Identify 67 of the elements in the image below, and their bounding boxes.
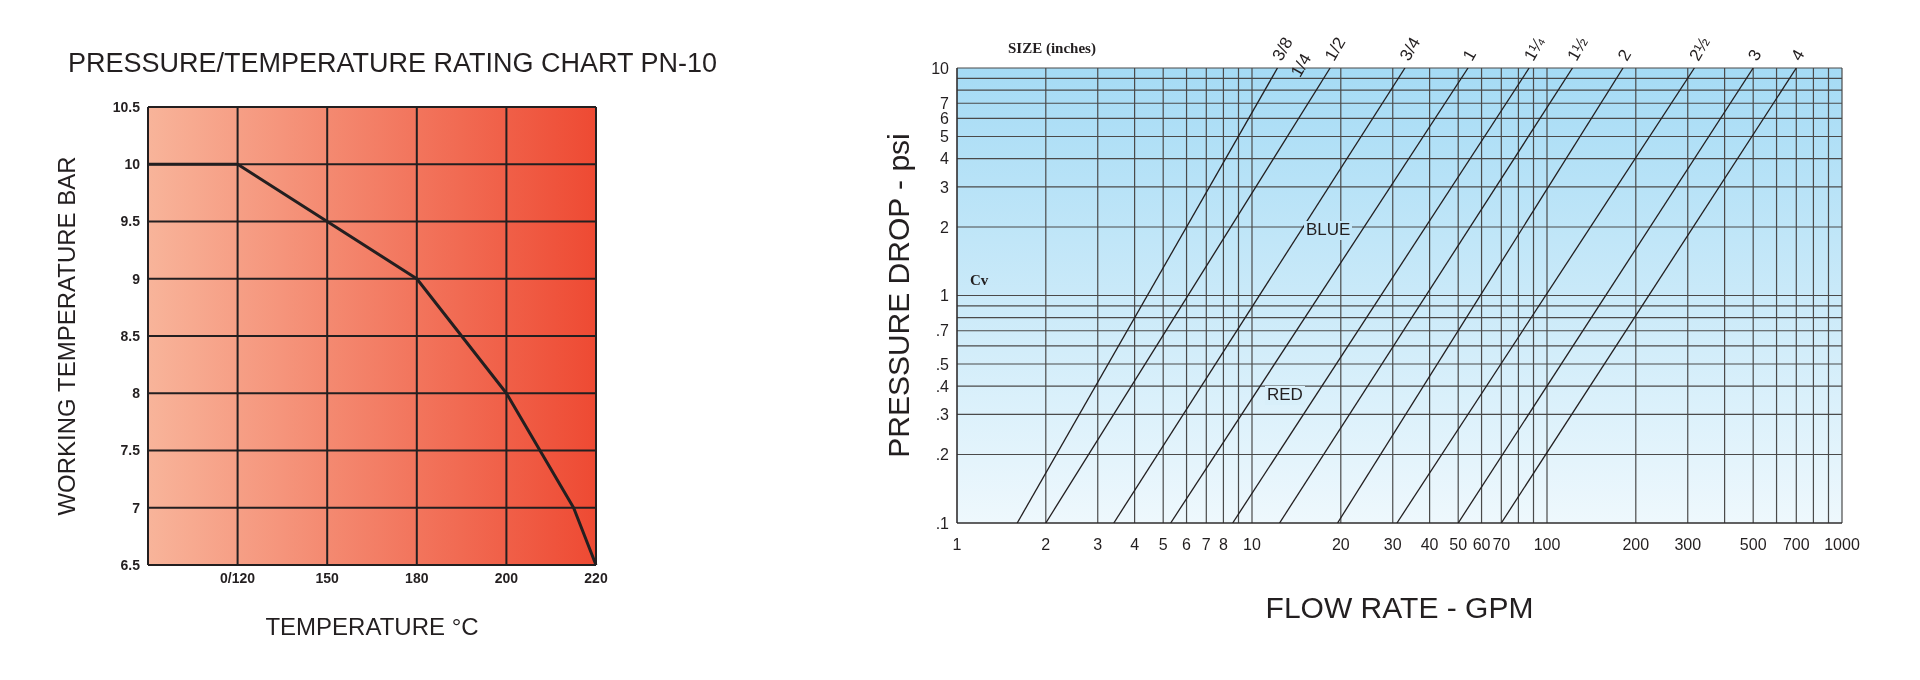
y-tick-label: 8 [132, 385, 141, 402]
x-tick-label: 70 [1492, 536, 1511, 554]
x-tick-label: 2 [1041, 536, 1051, 554]
x-tick-label: 220 [584, 569, 608, 586]
x-axis-title: TEMPERATURE °C [265, 613, 479, 640]
annotation: BLUE [1304, 220, 1353, 240]
y-tick-label: 10 [931, 59, 950, 77]
x-tick-label: 200 [1622, 536, 1650, 554]
x-tick-label: 50 [1449, 536, 1468, 554]
annotation: 3 [1744, 46, 1766, 64]
annotation: RED [1265, 385, 1305, 405]
y-tick-label: 7 [132, 499, 141, 516]
annotation: 4 [1787, 46, 1809, 64]
annotation: 1 [1459, 46, 1481, 64]
x-axis-title: FLOW RATE - GPM [1265, 591, 1534, 624]
x-tick-label: 4 [1130, 536, 1140, 554]
x-tick-label: 1 [952, 536, 962, 554]
y-tick-label: .1 [935, 514, 950, 532]
x-tick-label: 6 [1182, 536, 1192, 554]
annotation: 3/4 [1395, 34, 1425, 64]
x-tick-label: 3 [1093, 536, 1103, 554]
x-tick-label: 180 [405, 569, 429, 586]
annotation: 1½ [1563, 34, 1592, 64]
x-tick-label: 700 [1782, 536, 1810, 554]
x-tick-label: 10 [1243, 536, 1261, 554]
x-tick-label: 200 [494, 569, 519, 586]
y-tick-label: 6 [940, 110, 950, 128]
y-tick-label: 7.5 [120, 442, 141, 459]
y-tick-label: 6.5 [120, 556, 141, 573]
x-tick-label: 5 [1158, 536, 1168, 554]
y-tick-label: 7 [940, 94, 950, 112]
annotation: 1/2 [1321, 34, 1350, 64]
x-tick-label: 60 [1472, 536, 1491, 554]
y-axis-title: PRESSURE DROP - psi [881, 133, 915, 458]
y-tick-label: 9.5 [120, 213, 141, 230]
y-tick-label: 4 [940, 150, 950, 168]
y-tick-label: 3 [940, 178, 950, 196]
x-tick-label: 30 [1383, 536, 1402, 554]
x-tick-label: 300 [1674, 536, 1702, 554]
y-tick-label: 9 [132, 270, 141, 287]
y-tick-label: 2 [940, 218, 950, 236]
y-tick-label: .5 [935, 355, 950, 373]
x-tick-label: 20 [1331, 536, 1350, 554]
x-tick-label: 8 [1218, 536, 1228, 554]
x-tick-label: 100 [1533, 536, 1561, 554]
x-tick-label: 1000 [1824, 536, 1860, 554]
text: SIZE (inches) [1008, 40, 1096, 57]
y-tick-label: 10.5 [112, 98, 141, 115]
x-tick-label: 40 [1420, 536, 1439, 554]
annotation: 2 [1614, 46, 1636, 64]
x-tick-label: 500 [1739, 536, 1767, 554]
annotation: 2½ [1685, 34, 1714, 64]
x-tick-label: 0/120 [220, 569, 256, 586]
y-axis-title: WORKING TEMPERATURE BAR [52, 156, 80, 516]
y-tick-label: 10 [124, 156, 141, 173]
y-tick-label: .7 [935, 322, 950, 340]
chart-title: PRESSURE/TEMPERATURE RATING CHART PN-10 [68, 48, 718, 79]
y-tick-label: .4 [935, 377, 950, 395]
x-tick-label: 150 [315, 569, 340, 586]
x-tick-label: 7 [1201, 536, 1211, 554]
annotation: 1¼ [1520, 33, 1549, 64]
y-tick-label: 8.5 [120, 327, 141, 344]
y-tick-label: 5 [940, 128, 950, 146]
annotation: Cv [970, 272, 989, 289]
y-tick-label: .2 [935, 446, 950, 464]
y-tick-label: .3 [935, 406, 950, 424]
y-tick-label: 1 [940, 287, 950, 305]
